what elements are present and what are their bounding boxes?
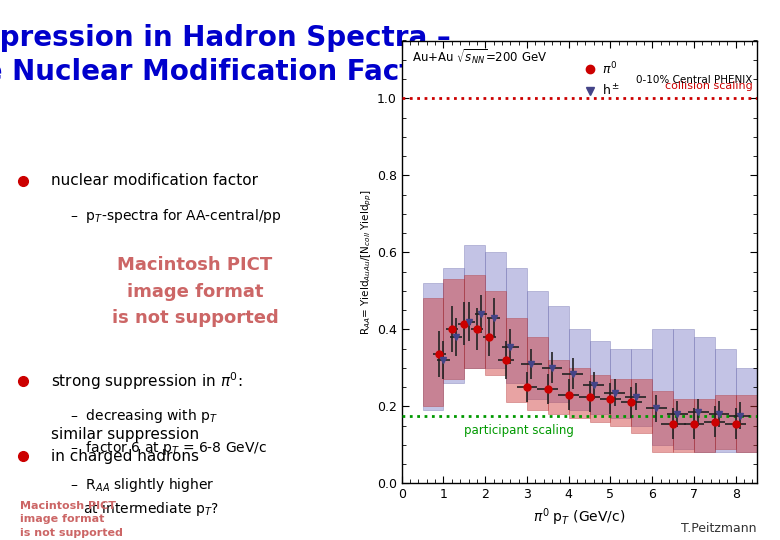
Text: strong suppression in $\pi^0$:: strong suppression in $\pi^0$:: [51, 370, 243, 392]
Bar: [548, 306, 569, 402]
Bar: [423, 283, 444, 410]
Bar: [652, 329, 673, 445]
Bar: [548, 360, 569, 414]
Bar: [527, 291, 548, 399]
Bar: [506, 318, 527, 402]
Text: –  p$_T$-spectra for AA-central/pp: – p$_T$-spectra for AA-central/pp: [70, 207, 282, 225]
Bar: [485, 252, 506, 368]
Bar: [527, 337, 548, 410]
Text: –  factor 6 at p$_T$ = 6-8 GeV/c: – factor 6 at p$_T$ = 6-8 GeV/c: [70, 439, 268, 457]
Bar: [464, 275, 485, 368]
Bar: [590, 341, 611, 414]
Y-axis label: R$_{AA}$= Yield$_{AuAu}$/[N$_{coll}$ Yield$_{pp}$]: R$_{AA}$= Yield$_{AuAu}$/[N$_{coll}$ Yie…: [360, 189, 374, 335]
Text: Macintosh PICT
image format
is not supported: Macintosh PICT image format is not suppo…: [20, 501, 122, 538]
Bar: [631, 379, 652, 433]
Text: 0-10% Central PHENIX: 0-10% Central PHENIX: [636, 76, 752, 85]
Bar: [444, 279, 464, 379]
Bar: [506, 268, 527, 383]
Text: –  R$_{AA}$ slightly higher
   at intermediate p$_T$?: – R$_{AA}$ slightly higher at intermedia…: [70, 476, 219, 518]
Bar: [736, 395, 757, 453]
Text: –  decreasing with p$_T$: – decreasing with p$_T$: [70, 407, 218, 425]
Bar: [694, 337, 714, 453]
Bar: [611, 379, 631, 426]
Bar: [714, 348, 736, 453]
Text: nuclear modification factor: nuclear modification factor: [51, 173, 257, 188]
Bar: [736, 368, 757, 453]
Bar: [673, 329, 694, 449]
Bar: [423, 299, 444, 406]
Text: T.Peitzmann: T.Peitzmann: [681, 522, 757, 535]
Bar: [631, 348, 652, 426]
Bar: [673, 399, 694, 453]
Bar: [611, 348, 631, 418]
Text: $\pi^0$: $\pi^0$: [602, 61, 617, 78]
Text: Macintosh PICT
image format
is not supported: Macintosh PICT image format is not suppo…: [112, 256, 278, 327]
Text: similar suppression
in charged hadrons: similar suppression in charged hadrons: [51, 428, 199, 463]
Bar: [569, 329, 590, 410]
Bar: [694, 399, 714, 453]
Bar: [590, 375, 611, 422]
Bar: [444, 268, 464, 383]
Text: participant scaling: participant scaling: [464, 423, 574, 437]
X-axis label: $\pi^0$ p$_T$ (GeV/c): $\pi^0$ p$_T$ (GeV/c): [533, 507, 626, 528]
Text: Suppression in Hadron Spectra –
The Nuclear Modification Factor: Suppression in Hadron Spectra – The Nucl…: [0, 24, 450, 86]
Text: collision scaling: collision scaling: [665, 80, 753, 91]
Bar: [485, 291, 506, 375]
Bar: [569, 368, 590, 418]
Bar: [714, 395, 736, 449]
Bar: [652, 391, 673, 453]
Bar: [464, 245, 485, 368]
Text: Au+Au $\sqrt{s_{NN}}$=200 GeV: Au+Au $\sqrt{s_{NN}}$=200 GeV: [413, 47, 548, 66]
Text: h$^\pm$: h$^\pm$: [602, 84, 620, 99]
